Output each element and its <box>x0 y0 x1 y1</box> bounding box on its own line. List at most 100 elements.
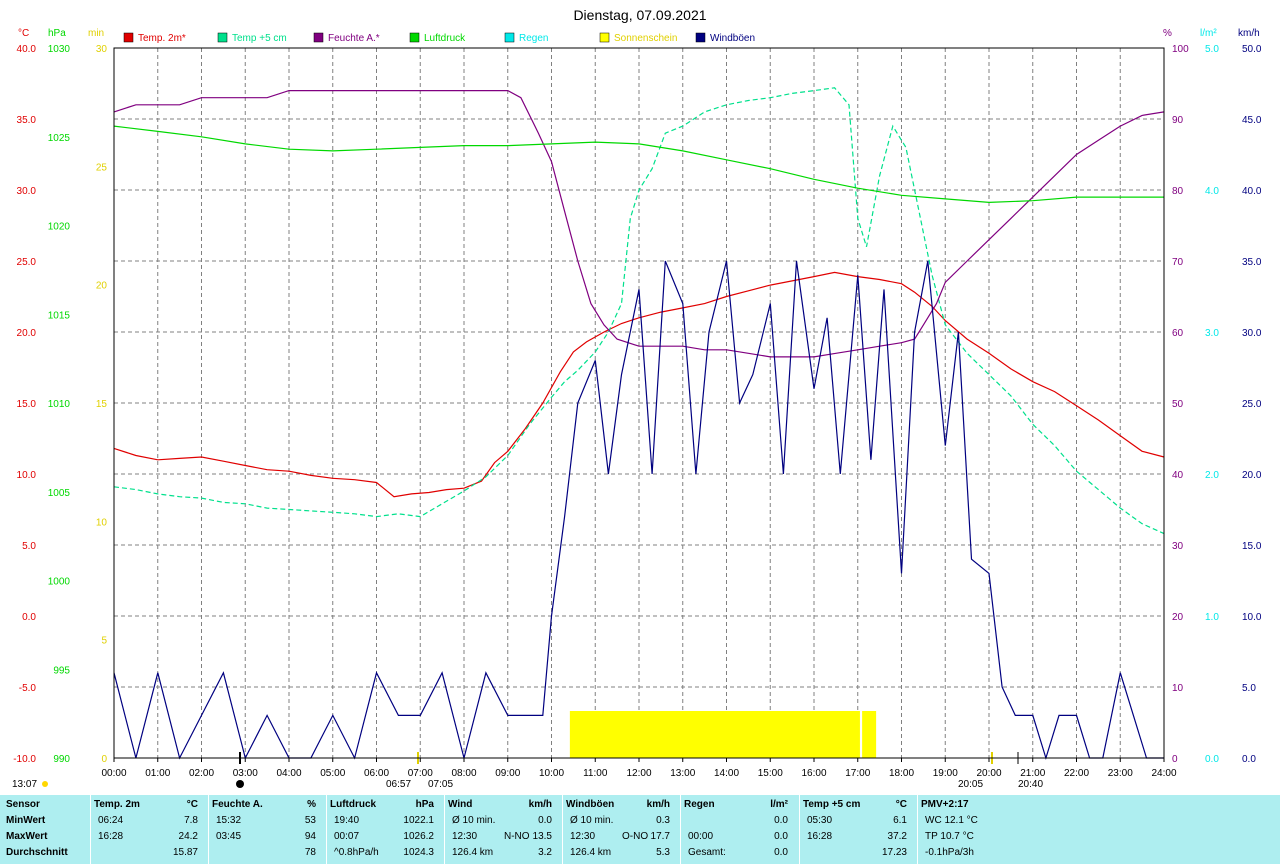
unit-pressure: hPa <box>48 28 66 39</box>
axis-tick-sunMin: 5 <box>101 636 107 647</box>
axis-tick-humidity: 40 <box>1172 470 1184 481</box>
stats-cell-dir: O-NO <box>622 831 649 842</box>
x-tick-label: 13:00 <box>670 768 695 779</box>
series-line <box>113 125 1164 204</box>
stats-cell-value: 13.5 <box>532 831 552 842</box>
axis-tick-humidity: 60 <box>1172 328 1184 339</box>
stats-unit: l/m² <box>770 799 788 810</box>
x-tick-label: 00:00 <box>101 768 126 779</box>
stats-header: Temp +5 cm <box>803 799 861 810</box>
time-markers: 13:07 06:57 07:05 20:05 20:40 <box>12 752 1043 790</box>
legend-label: Temp. 2m* <box>138 33 186 44</box>
stats-cell-value: 0.0 <box>774 831 788 842</box>
x-tick-label: 18:00 <box>889 768 914 779</box>
stats-cell-label: 00:00 <box>688 831 714 842</box>
stats-cell-dir: N-NO <box>504 831 530 842</box>
axis-tick-rain: 1.0 <box>1205 612 1219 623</box>
legend-swatch <box>217 32 228 43</box>
legend-swatch <box>409 32 420 43</box>
axis-tick-humidity: 70 <box>1172 257 1184 268</box>
stats-cell-value: 1024.3 <box>403 847 434 858</box>
stats-cell-value: 53 <box>304 815 316 826</box>
axis-tick-wind: 10.0 <box>1242 612 1262 623</box>
axis-tick-temp: 40.0 <box>17 44 37 55</box>
x-tick-label: 09:00 <box>495 768 520 779</box>
axis-tick-humidity: 50 <box>1172 399 1184 410</box>
stats-cell-label: Ø 10 min. <box>570 815 614 826</box>
stats-unit: hPa <box>415 799 434 810</box>
series-lines <box>113 87 1165 761</box>
stats-cell-label: 15:32 <box>216 815 242 826</box>
axis-tick-pressure: 1005 <box>48 488 71 499</box>
x-tick-label: 07:00 <box>408 768 433 779</box>
stats-cell-label: 126.4 km <box>452 847 494 858</box>
stats-header: Sensor <box>6 799 40 810</box>
axis-tick-pressure: 1030 <box>48 44 71 55</box>
moon-time: 20:40 <box>1018 779 1043 790</box>
axis-tick-sunMin: 25 <box>96 162 108 173</box>
sun-icon <box>42 781 48 787</box>
sunshine-bar <box>862 711 877 758</box>
axis-tick-rain: 4.0 <box>1205 186 1219 197</box>
stats-cell-value: 5.3 <box>656 847 670 858</box>
axis-tick-temp: 20.0 <box>17 328 37 339</box>
x-tick-label: 22:00 <box>1064 768 1089 779</box>
unit-temp: °C <box>18 28 29 39</box>
stats-header: Regen <box>684 799 715 810</box>
stats-cell-label: 12:30 <box>570 831 596 842</box>
series-line <box>113 260 1164 761</box>
axis-tick-humidity: 80 <box>1172 186 1184 197</box>
stats-separator <box>90 795 91 864</box>
axis-tick-temp: 0.0 <box>22 612 36 623</box>
sunshine-bars <box>569 711 877 758</box>
stats-cell-label: 126.4 km <box>570 847 612 858</box>
axis-tick-temp: -5.0 <box>19 683 37 694</box>
axis-tick-temp: 35.0 <box>17 115 37 126</box>
legend-swatch <box>123 32 134 43</box>
legend-swatch <box>504 32 515 43</box>
stats-cell-value: 17.7 <box>650 831 670 842</box>
stats-cell-label: 16:28 <box>98 831 124 842</box>
x-tick-label: 08:00 <box>451 768 476 779</box>
stats-cell-label: 12:30 <box>452 831 478 842</box>
stats-header: Wind <box>448 799 473 810</box>
stats-unit: km/h <box>646 799 670 810</box>
stats-unit: °C <box>895 799 907 810</box>
x-tick-label: 02:00 <box>189 768 214 779</box>
stats-cell-label: TP 10.7 °C <box>925 831 974 842</box>
stats-cell-value: 7.8 <box>184 815 198 826</box>
axis-tick-wind: 20.0 <box>1242 470 1262 481</box>
axis-tick-pressure: 1020 <box>48 222 71 233</box>
stats-cell-label: WC 12.1 °C <box>925 815 978 826</box>
axis-tick-wind: 50.0 <box>1242 44 1262 55</box>
stats-cell-label: Gesamt: <box>688 847 726 858</box>
x-tick-label: 15:00 <box>758 768 783 779</box>
stats-cell-value: 15.87 <box>172 847 198 858</box>
stats-cell-label: -0.1hPa/3h <box>925 847 974 858</box>
time-left: 13:07 <box>12 779 37 790</box>
legend: Temp. 2m* Temp +5 cm Feuchte A.* Luftdruck R… <box>123 32 755 44</box>
stats-cell-value: 37.2 <box>887 831 907 842</box>
stats-header: Feuchte A. <box>212 799 263 810</box>
axis-tick-pressure: 995 <box>53 665 70 676</box>
legend-label: Luftdruck <box>424 33 466 44</box>
axis-tick-sunMin: 30 <box>96 44 108 55</box>
x-tick-label: 14:00 <box>714 768 739 779</box>
x-tick-label: 11:00 <box>583 768 608 779</box>
stats-cell-label: Ø 10 min. <box>452 815 496 826</box>
stats-cell-value: 94 <box>304 831 316 842</box>
x-tick-label: 23:00 <box>1108 768 1133 779</box>
axis-tick-humidity: 30 <box>1172 541 1184 552</box>
sunrise-time: 06:57 <box>386 779 411 790</box>
stats-cell-value: 6.1 <box>893 815 907 826</box>
axis-tick-humidity: 100 <box>1172 44 1189 55</box>
axis-tick-humidity: 20 <box>1172 612 1184 623</box>
axis-tick-rain: 2.0 <box>1205 470 1219 481</box>
axis-tick-wind: 30.0 <box>1242 328 1262 339</box>
x-tick-label: 03:00 <box>233 768 258 779</box>
stats-cell-label: 03:45 <box>216 831 242 842</box>
stats-separator <box>680 795 681 864</box>
series-line <box>113 87 1165 535</box>
stats-cell-value: 0.0 <box>774 847 788 858</box>
axis-tick-rain: 3.0 <box>1205 328 1219 339</box>
